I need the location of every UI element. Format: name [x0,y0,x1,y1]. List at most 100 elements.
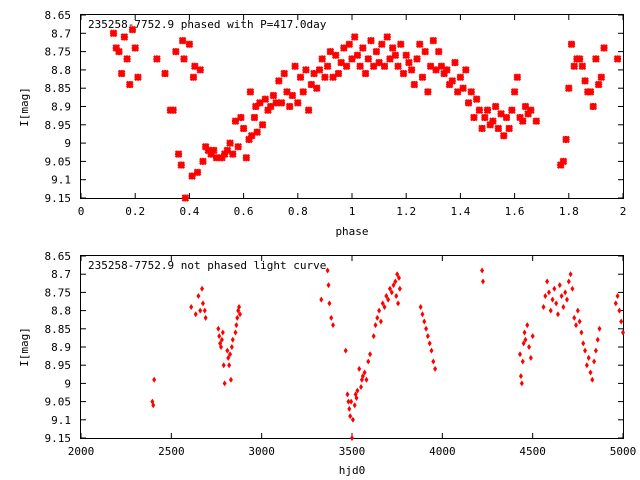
data-point [349,398,354,405]
data-point [527,344,532,350]
data-point [123,55,131,63]
x-tick-label: 1.2 [396,205,416,218]
unphased-light-curve-plot: 235258-7752.9 not phased light curve hjd… [18,250,636,477]
data-point [345,40,354,49]
data-point [410,80,419,89]
data-point [169,106,177,114]
data-point [431,358,436,365]
data-point [574,322,579,329]
data-point [185,40,194,49]
data-point [491,102,500,111]
data-point [189,73,198,81]
data-point [350,435,354,441]
data-point [527,106,535,114]
data-point [393,278,398,285]
data-point [220,329,225,336]
data-point [448,77,457,85]
data-point [323,62,332,71]
data-point [359,44,367,52]
data-point [252,102,260,111]
data-point [545,278,550,285]
data-point [346,398,351,405]
data-point [261,95,270,103]
data-point [368,351,373,358]
x-tick-label: 0.6 [234,205,254,218]
data-point [382,303,387,310]
x-tick-label: 2000 [68,445,95,458]
data-point [207,150,215,158]
data-point [375,58,383,67]
y-tick-label: 9 [64,137,71,150]
data-point [191,62,199,71]
plot-frame [80,255,624,439]
data-point [577,318,582,325]
data-point [378,40,386,49]
data-point [288,91,297,100]
data-point [216,325,221,332]
data-point [217,333,222,340]
data-point [613,55,622,63]
data-point [174,150,183,158]
data-point [378,318,383,325]
data-point [266,102,275,111]
data-point [524,110,532,118]
data-point [196,66,205,74]
data-point [355,387,360,394]
data-point [196,293,201,300]
data-point [219,344,224,350]
data-point [480,278,485,285]
data-point [350,33,359,41]
data-point [348,55,356,63]
data-point [480,267,485,274]
data-point [394,62,402,71]
data-point [337,58,345,67]
data-point [299,88,307,96]
data-point [246,88,255,96]
data-point [421,47,429,56]
data-point [615,293,620,300]
data-point [239,124,248,133]
data-point [567,40,576,49]
data-point [372,47,381,56]
data-point [359,384,364,391]
data-point [153,55,161,63]
y-tick-label: 8.9 [51,101,71,114]
data-point [396,274,401,281]
data-point [383,33,392,41]
data-point [420,311,425,318]
data-point [434,47,443,56]
data-point [221,362,226,369]
y-tick-label: 9.1 [51,414,71,427]
data-point [424,325,429,332]
data-point [180,55,188,63]
data-point [120,33,129,41]
data-point [329,314,334,321]
data-point [326,282,331,289]
data-point [397,40,405,49]
data-point [530,333,535,340]
data-point [583,347,588,354]
data-point [391,282,396,289]
data-point [518,373,523,380]
data-point [302,66,310,74]
data-point [218,153,226,162]
data-point [578,62,587,71]
data-point [557,282,562,289]
data-point [619,318,624,325]
data-point [478,124,486,133]
data-point [277,99,286,107]
data-point [228,376,233,383]
x-tick-label: 4000 [429,445,456,458]
data-point [357,365,362,372]
data-point [247,132,256,140]
x-tick-label: 0 [78,205,85,218]
data-point [226,354,231,361]
data-point [109,29,118,38]
data-point [198,307,203,314]
data-point [264,106,272,114]
x-tick-label: 5000 [610,445,637,458]
data-point [451,58,459,67]
data-point [427,340,432,347]
data-point [521,102,530,111]
data-point [193,311,198,318]
